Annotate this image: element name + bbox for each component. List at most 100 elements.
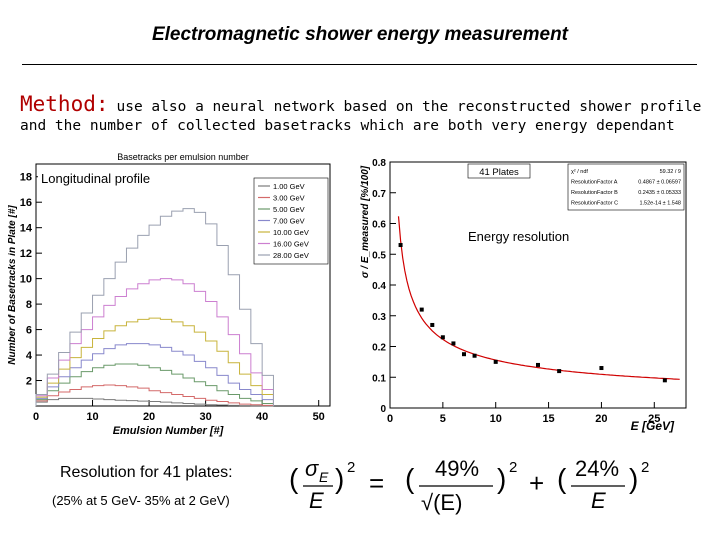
method-line: Method: use also a neural network based o…: [20, 92, 701, 116]
resolution-formula: ( σ E E ) 2 = ( 49% √(E) ) 2 + ( 24% E )…: [289, 456, 649, 515]
data-point: [536, 362, 540, 367]
formula-term1-den: √(E): [421, 490, 462, 515]
y-tick-label: 0.7: [372, 189, 386, 200]
data-point: [662, 378, 667, 383]
y-tick-label: 16: [20, 197, 32, 209]
x-tick-label: 30: [199, 411, 211, 423]
series-line: [35, 397, 274, 407]
y-tick-label: 8: [26, 299, 32, 311]
x-axis-label: Emulsion Number [#]: [113, 425, 224, 437]
y-tick-label: 10: [20, 274, 32, 286]
formula-sigma: σ: [305, 456, 319, 481]
y-tick-label: 14: [20, 223, 33, 235]
fit-curve: [397, 216, 680, 380]
data-point: [472, 353, 477, 358]
legend-label: 28.00 GeV: [273, 251, 309, 260]
legend-label: 7.00 GeV: [273, 217, 305, 226]
resolution-label: Resolution for 41 plates:: [60, 464, 233, 481]
y-tick-label: 0.6: [372, 220, 386, 231]
y-axis-label: σ / E_measured [%/100]: [360, 165, 371, 278]
y-tick-label: 18: [20, 172, 32, 184]
series-line: [35, 278, 274, 406]
stats-key: ResolutionFactor C: [571, 201, 618, 207]
legend-label: 5.00 GeV: [273, 205, 305, 214]
y-tick-label: 0.4: [372, 281, 386, 292]
formula-equals: =: [369, 468, 384, 498]
resolution-chart-svg: 0 5 10 15 20 25 0 0.1 0.2 0.3 0.4 0.5 0.6 0.7 0.8 E [Ge…: [360, 158, 687, 433]
legend-label: 3.00 GeV: [273, 194, 305, 203]
legend-label: 10.00 GeV: [273, 228, 309, 237]
profile-chart-svg: Basetracks per emulsion number 0 10 20 30 40 5…: [8, 152, 331, 437]
formula-paren: (: [289, 463, 299, 494]
formula-paren: ): [335, 463, 344, 494]
formula-paren: (: [405, 463, 415, 494]
series-line: [35, 317, 274, 406]
x-tick-label: 50: [313, 411, 325, 423]
y-axis-label: Number of Basetracks in Plate [#]: [8, 205, 18, 365]
method-word: Method:: [20, 92, 109, 116]
profile-chart: Basetracks per emulsion number 0 10 20 30 40 5…: [8, 150, 338, 440]
data-point: [462, 352, 466, 357]
x-tick-label: 40: [256, 411, 268, 423]
x-tick-label: 10: [490, 413, 502, 425]
formula-term2-num: 24%: [575, 456, 619, 481]
legend-label: 16.00 GeV: [273, 240, 309, 249]
data-point: [430, 322, 435, 327]
legend-frame: [253, 177, 329, 265]
x-tick-label: 15: [542, 413, 554, 425]
stats-key: χ² / ndf: [571, 169, 588, 175]
y-tick-label: 0.2: [372, 343, 386, 354]
formula-term1-num: 49%: [435, 456, 479, 481]
stats-key: ResolutionFactor A: [571, 180, 618, 186]
y-tick-label: 4: [26, 350, 33, 362]
x-tick-label: 0: [387, 413, 393, 425]
data-point: [398, 243, 403, 248]
y-tick-label: 2: [26, 376, 32, 388]
stats-value: 59.32 / 9: [660, 169, 681, 175]
x-tick-label: 20: [595, 413, 607, 425]
stats-value: 0.2435 ± 0.05333: [638, 190, 681, 196]
resolution-chart: 0 5 10 15 20 25 0 0.1 0.2 0.3 0.4 0.5 0.6 0.7 0.8 E [Ge…: [356, 152, 700, 438]
formula-sigma-sub: E: [319, 469, 329, 485]
title-divider: [22, 64, 697, 65]
formula-term2-den: E: [591, 488, 606, 513]
stats-value: 0.4867 ± 0.06597: [638, 180, 681, 186]
formula-paren: ): [497, 463, 506, 494]
formula-paren: ): [629, 463, 638, 494]
stats-box: [567, 163, 685, 211]
y-tick-label: 0.1: [372, 373, 386, 384]
data-point: [493, 359, 498, 364]
chart-title: Basetracks per emulsion number: [117, 152, 249, 162]
formula-lhs-den: E: [309, 488, 324, 513]
formula-plus: +: [529, 468, 544, 498]
profile-caption: Longitudinal profile: [38, 170, 154, 187]
data-point: [557, 369, 562, 374]
y-tick-label: 12: [20, 248, 32, 260]
resolution-caption: Energy resolution: [465, 228, 573, 245]
data-point: [599, 366, 604, 371]
x-tick-label: 5: [440, 413, 446, 425]
y-tick-label: 0.5: [372, 250, 386, 261]
plot-frame: [35, 163, 331, 407]
stats-value: 1.52e-14 ± 1.548: [639, 201, 681, 207]
method-line-2: and the number of collected basetracks w…: [20, 118, 675, 134]
formula-exp: 2: [509, 459, 517, 476]
data-point: [440, 335, 445, 340]
x-tick-label: 10: [86, 411, 98, 423]
y-tick-label: 6: [26, 325, 32, 337]
formula-exp: 2: [641, 459, 649, 476]
x-tick-label: 25: [648, 413, 660, 425]
series-line: [35, 384, 274, 406]
x-tick-label: 20: [143, 411, 155, 423]
y-tick-label: 0.3: [372, 312, 386, 323]
data-point: [451, 341, 456, 346]
y-tick-label: 0: [380, 404, 386, 415]
stats-key: ResolutionFactor B: [571, 190, 618, 196]
formula-paren: (: [557, 463, 567, 494]
chart-title-box: [467, 163, 531, 179]
data-point: [419, 307, 424, 312]
legend-label: 1.00 GeV: [273, 182, 305, 191]
y-tick-label: 0.8: [372, 158, 386, 169]
x-tick-label: 0: [33, 411, 39, 423]
series-line: [35, 208, 274, 406]
